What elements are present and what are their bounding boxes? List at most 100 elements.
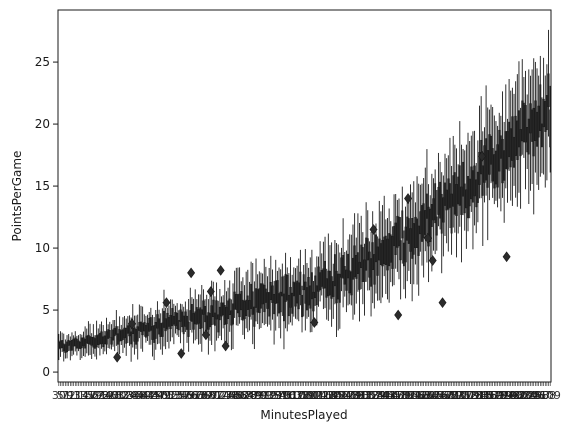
box-body	[121, 329, 124, 340]
box	[264, 266, 267, 324]
box-body	[97, 334, 100, 345]
box-body	[259, 283, 262, 309]
x-tick-label: 1563	[405, 389, 433, 402]
x-tick-label: 450	[147, 389, 168, 402]
box	[121, 317, 124, 354]
box	[455, 148, 458, 258]
box	[361, 232, 364, 305]
box-body	[463, 183, 466, 214]
box-body	[476, 171, 479, 203]
box	[217, 300, 220, 339]
box	[255, 258, 257, 322]
box-body	[258, 288, 261, 314]
box-body	[161, 322, 164, 337]
box-body	[491, 148, 494, 182]
box-body	[457, 176, 460, 205]
box-body	[322, 268, 325, 289]
box	[235, 267, 238, 326]
box	[478, 105, 481, 199]
box	[220, 296, 223, 341]
box-body	[352, 257, 354, 280]
box-body	[148, 317, 151, 332]
box	[445, 158, 448, 244]
box-body	[264, 288, 267, 303]
box-body	[117, 333, 119, 345]
box-body	[120, 330, 123, 342]
box	[475, 162, 478, 234]
box-body	[498, 129, 501, 172]
box	[488, 109, 491, 201]
box-body	[470, 166, 473, 200]
box-body	[95, 335, 98, 348]
x-tick-label: 2109	[533, 389, 561, 402]
box-body	[269, 281, 272, 301]
box	[404, 206, 407, 299]
box-body	[59, 340, 62, 349]
box	[462, 149, 465, 216]
box	[437, 152, 440, 227]
x-tick-label: 702	[206, 389, 227, 402]
box	[394, 193, 397, 269]
box	[325, 268, 328, 320]
box-body	[422, 203, 425, 238]
box	[143, 314, 146, 337]
box	[368, 241, 371, 291]
box-body	[128, 324, 131, 337]
box	[314, 267, 317, 306]
box	[240, 281, 243, 321]
box	[284, 252, 287, 329]
box	[332, 263, 335, 319]
y-tick-label: 10	[35, 241, 50, 255]
x-tick-label: 366	[127, 389, 148, 402]
box	[501, 91, 504, 198]
box	[228, 280, 231, 332]
box	[80, 334, 83, 359]
box	[491, 106, 494, 198]
box	[389, 221, 392, 283]
box-body	[432, 198, 435, 221]
box	[163, 289, 165, 347]
box	[207, 299, 210, 355]
box	[541, 97, 543, 174]
box-body	[501, 139, 504, 184]
box-body	[386, 238, 389, 271]
box-body	[378, 238, 381, 261]
x-tick-label: 996	[275, 389, 296, 402]
box-body	[204, 305, 207, 323]
box	[223, 280, 226, 344]
box-body	[427, 206, 430, 247]
x-tick-label: 1689	[434, 389, 462, 402]
box	[421, 183, 423, 266]
box-body	[146, 322, 149, 337]
box-body	[499, 135, 502, 159]
box-body	[508, 121, 511, 158]
box	[381, 205, 384, 298]
box	[526, 94, 529, 169]
box	[440, 172, 443, 274]
box-body	[361, 247, 364, 282]
box	[514, 81, 517, 198]
x-tick-label: 1227	[326, 389, 354, 402]
box-body	[110, 337, 113, 345]
box	[84, 326, 87, 357]
box-body	[526, 127, 529, 153]
x-tick-label: 807	[231, 389, 252, 402]
box	[167, 305, 170, 349]
box-body	[171, 308, 174, 326]
box-body	[284, 273, 287, 302]
box-body	[181, 311, 184, 328]
box-body	[194, 311, 197, 325]
x-tick-label: 576	[177, 389, 198, 402]
box-body	[429, 208, 432, 243]
box	[289, 257, 292, 323]
x-axis: 3051729311413515617719821924026128230332…	[52, 382, 561, 402]
box	[67, 333, 70, 352]
box-body	[366, 238, 369, 261]
box-body	[71, 340, 73, 351]
box-body	[516, 120, 519, 160]
y-tick-label: 5	[42, 303, 50, 317]
box-body	[531, 109, 534, 142]
box-body	[486, 150, 489, 188]
box	[115, 310, 118, 346]
box-body	[278, 293, 280, 314]
